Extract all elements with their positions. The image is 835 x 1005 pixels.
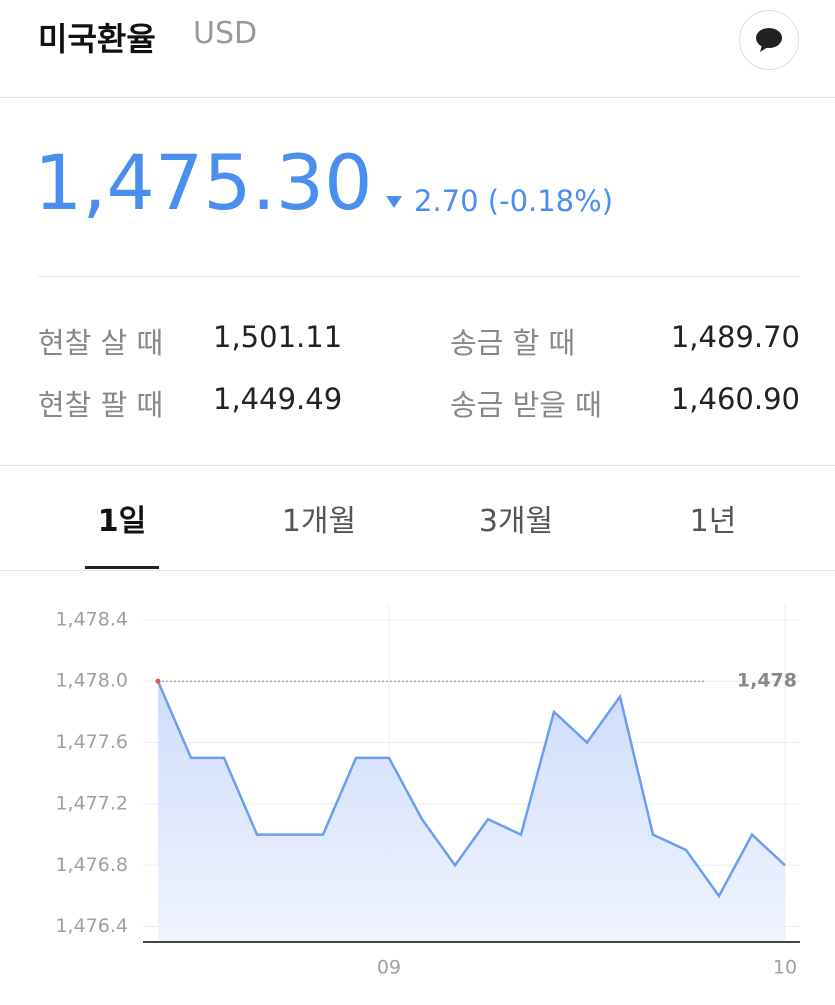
y-tick-label: 1,477.6 [55, 731, 128, 753]
x-tick-label: 10 [773, 957, 797, 979]
price: 1,475.30 [34, 138, 373, 227]
rate-value: 1,460.90 [670, 382, 800, 416]
rate-label: 현찰 살 때 [38, 326, 164, 360]
title: 미국환율 [38, 20, 156, 58]
down-arrow [386, 196, 402, 208]
tab[interactable]: 1년 [689, 504, 737, 539]
comment-button[interactable] [739, 10, 799, 70]
reference-label: 1,478 [737, 670, 797, 692]
divider [0, 97, 835, 98]
start-marker [155, 678, 161, 684]
comment-icon [756, 28, 782, 52]
tab-underline [85, 566, 159, 569]
x-tick-label: 09 [377, 957, 401, 979]
rate-label: 송금 받을 때 [450, 388, 602, 422]
rate-label: 현찰 팔 때 [38, 388, 164, 422]
chart: 1,476.4 1,476.8 1,477.2 1,477.6 1,478.0 1,478… [55, 604, 800, 979]
y-tick-label: 1,478.4 [55, 608, 128, 630]
y-tick-label: 1,476.8 [55, 854, 128, 876]
area [158, 681, 785, 942]
rate-value: 1,449.49 [213, 382, 343, 416]
currency-code: USD [193, 16, 258, 51]
line [156, 680, 786, 899]
divider [38, 276, 800, 277]
tab[interactable]: 3개월 [478, 504, 554, 539]
rate-value: 1,501.11 [213, 320, 343, 354]
y-tick-label: 1,477.2 [55, 792, 128, 814]
rate-label: 송금 할 때 [450, 326, 576, 360]
rate-value: 1,489.70 [670, 320, 800, 354]
y-tick-label: 1,478.0 [55, 670, 128, 692]
divider [0, 570, 835, 571]
divider [0, 465, 835, 466]
price-change: 2.70 (-0.18%) [414, 184, 614, 218]
y-tick-label: 1,476.4 [55, 915, 128, 937]
tab[interactable]: 1일 [97, 504, 147, 539]
tab[interactable]: 1개월 [281, 504, 357, 539]
